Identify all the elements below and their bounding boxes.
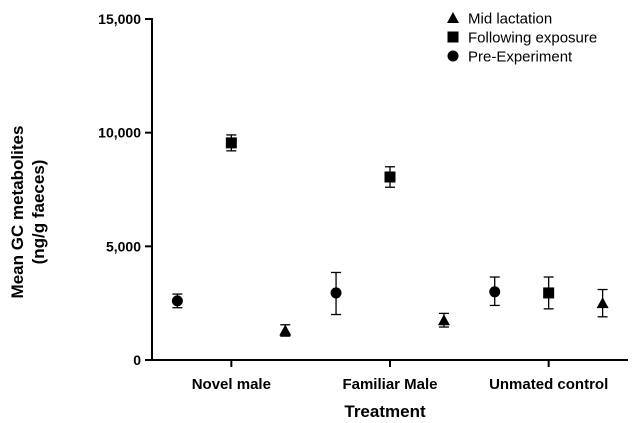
y-axis-title-line-1: Mean GC metabolites bbox=[8, 126, 27, 299]
data-point-square bbox=[543, 287, 555, 299]
x-tick-label: Familiar Male bbox=[342, 376, 437, 393]
series-triangle bbox=[279, 288, 609, 337]
y-axis-ticks: 0 5,000 10,000 15,000 bbox=[98, 11, 152, 368]
x-axis-title: Treatment bbox=[344, 402, 426, 421]
data-point-triangle bbox=[437, 314, 450, 326]
data-point-triangle bbox=[596, 297, 609, 309]
data-point-circle bbox=[171, 295, 183, 307]
y-tick-label: 0 bbox=[133, 352, 141, 368]
data-point-circle bbox=[330, 287, 342, 299]
data-point-circle bbox=[489, 286, 501, 298]
legend-marker-square bbox=[447, 31, 459, 43]
data-point-square bbox=[225, 137, 237, 149]
legend-label: Following exposure bbox=[468, 30, 597, 47]
data-points bbox=[171, 134, 609, 337]
y-tick-label: 5,000 bbox=[106, 238, 141, 254]
series-circle bbox=[171, 271, 501, 316]
y-axis-title-line-2: (ng/g faeces) bbox=[29, 160, 48, 265]
series-square bbox=[225, 134, 555, 310]
data-point-square bbox=[384, 171, 396, 183]
y-tick-label: 15,000 bbox=[98, 11, 141, 27]
legend: Mid lactation Following exposure Pre-Exper… bbox=[447, 11, 597, 66]
data-point-triangle bbox=[279, 324, 292, 336]
legend-marker-circle bbox=[447, 50, 459, 62]
x-axis-ticks: Novel male Familiar Male Unmated control bbox=[192, 360, 608, 393]
y-tick-label: 10,000 bbox=[98, 125, 141, 141]
legend-label: Mid lactation bbox=[468, 11, 552, 28]
legend-marker-triangle bbox=[447, 12, 459, 23]
legend-label: Pre-Experiment bbox=[468, 49, 573, 66]
x-tick-label: Novel male bbox=[192, 376, 271, 393]
x-tick-label: Unmated control bbox=[489, 376, 608, 393]
